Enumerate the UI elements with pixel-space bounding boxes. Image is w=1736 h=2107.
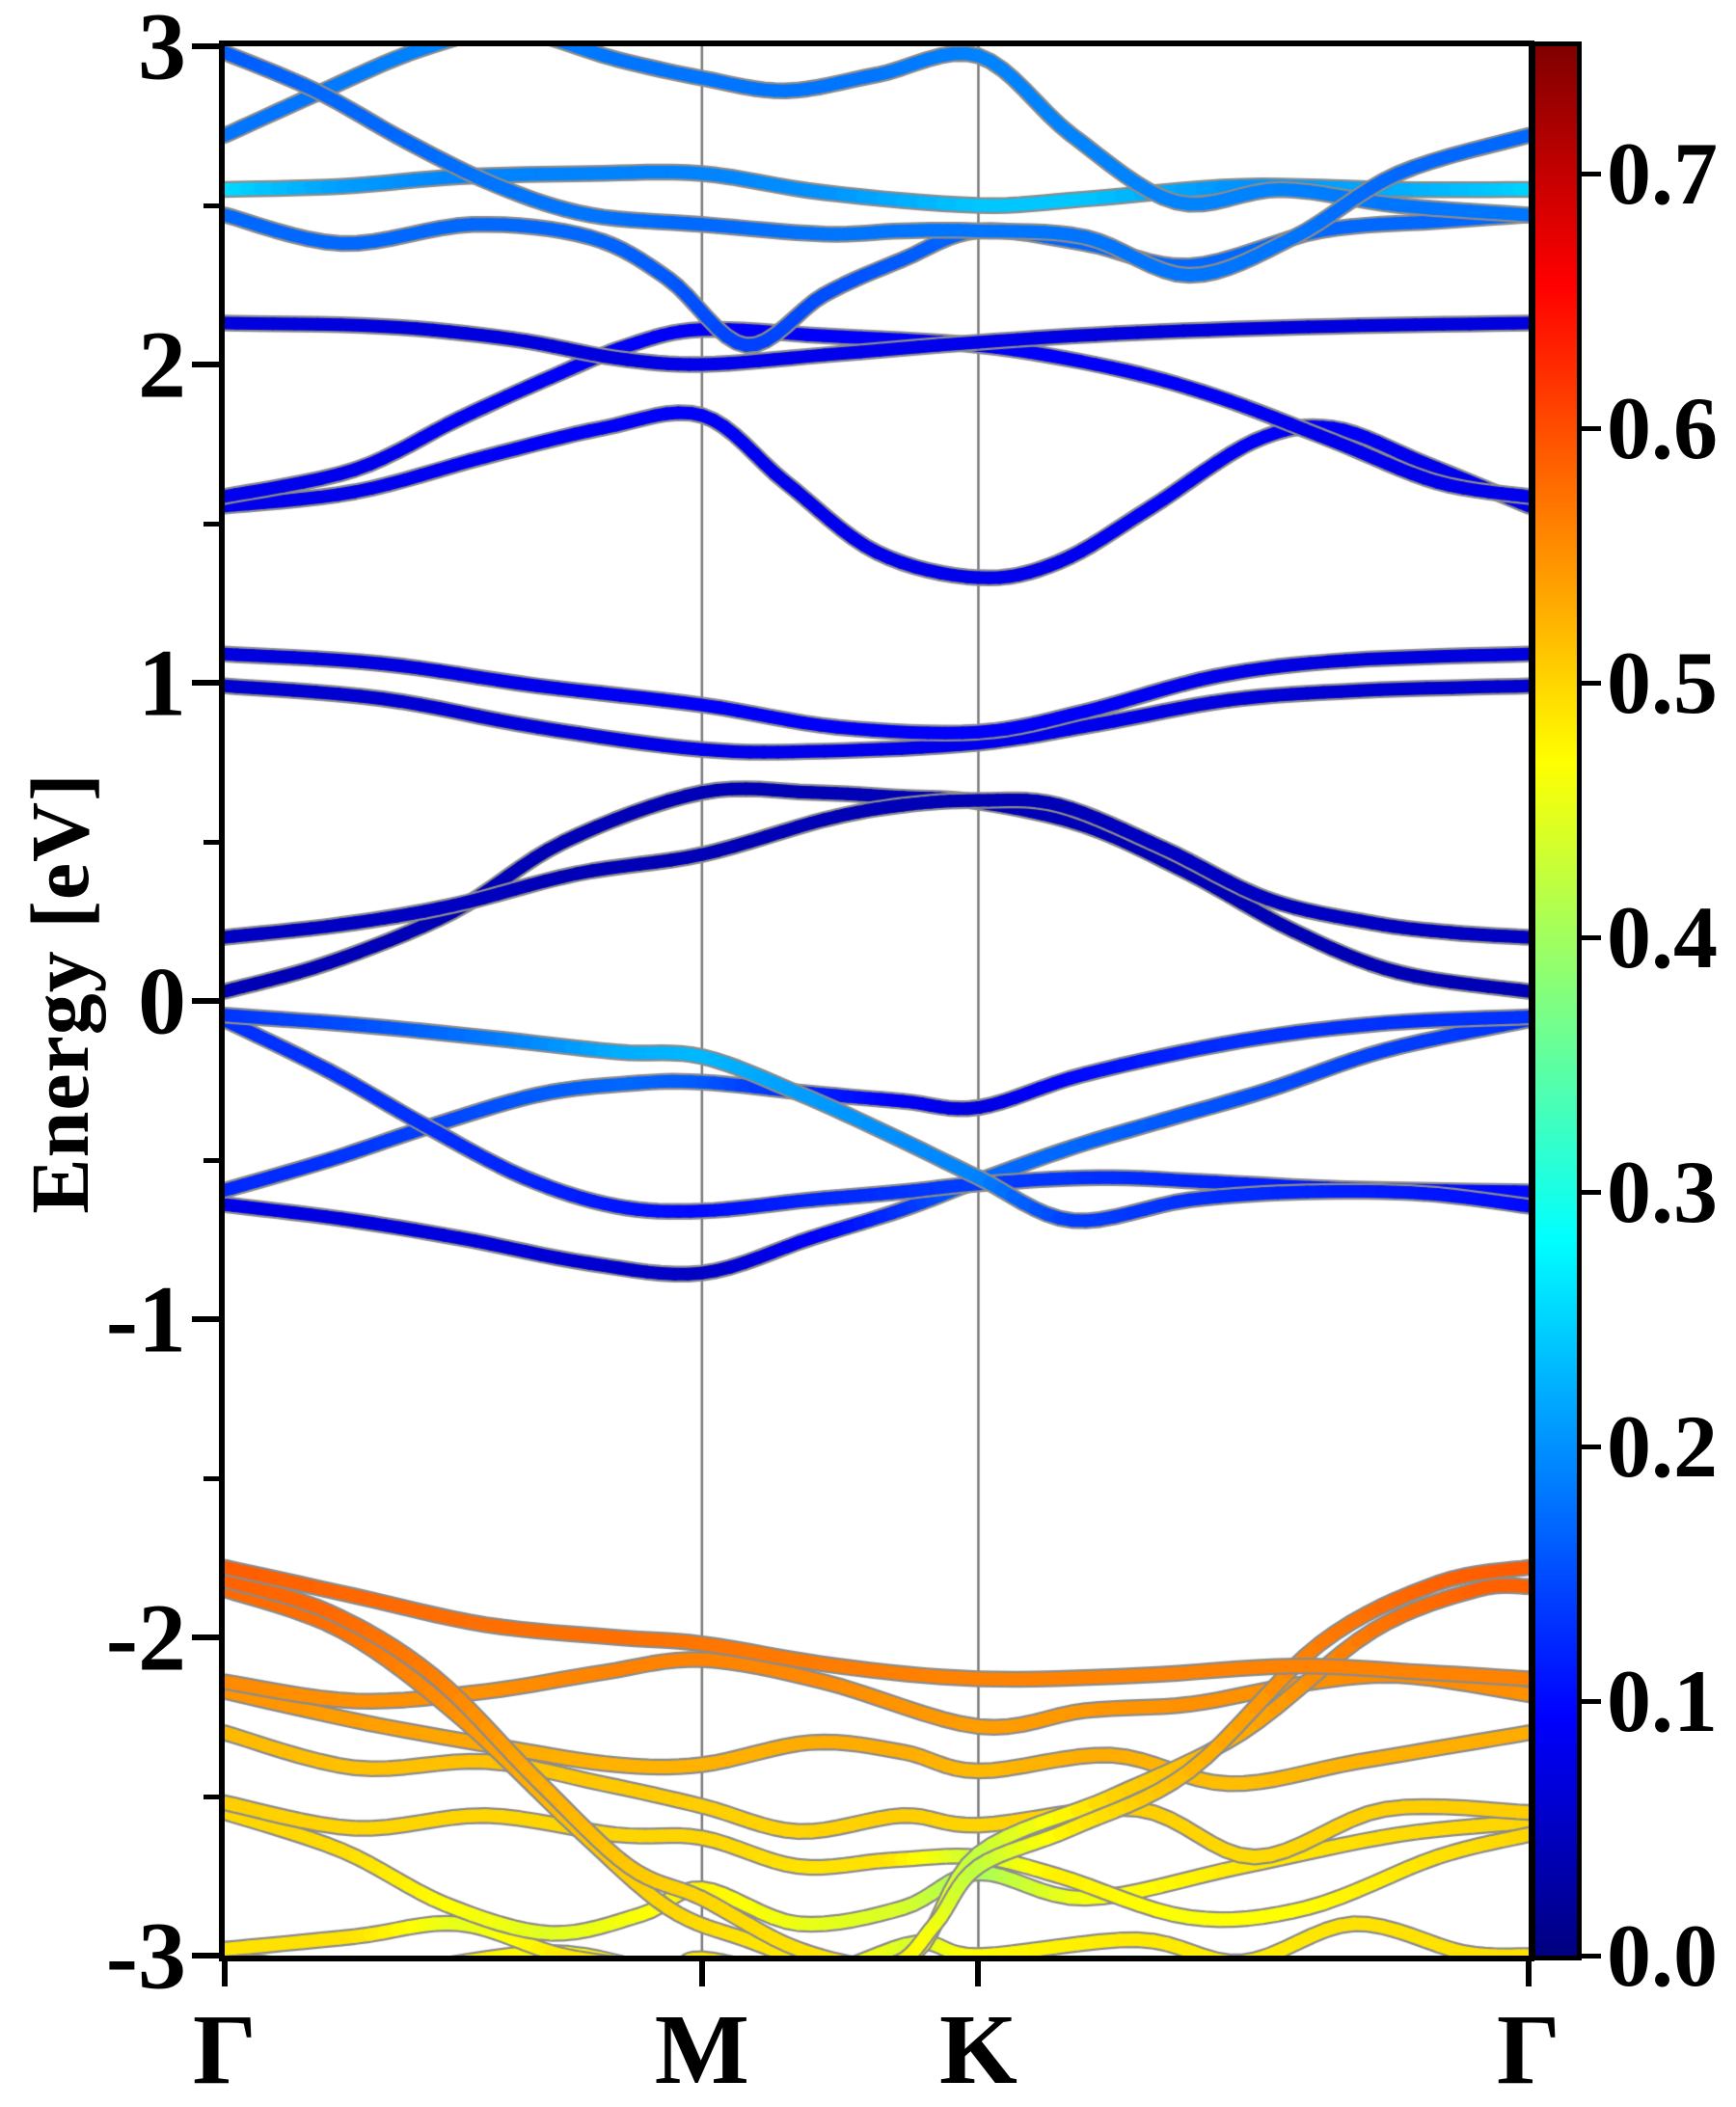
colorbar-tick	[1582, 1953, 1601, 1958]
colorbar-tick	[1582, 171, 1601, 176]
y-axis-minor-tick	[203, 839, 219, 845]
colorbar-tick-label: 0.5	[1607, 634, 1718, 732]
colorbar	[1531, 41, 1582, 1960]
y-axis-minor-tick	[203, 203, 219, 208]
y-axis-minor-tick	[203, 1794, 219, 1799]
colorbar-tick-label: 0.6	[1607, 379, 1718, 477]
colorbar-gradient	[1535, 46, 1577, 1956]
x-axis-tick	[222, 1961, 228, 1986]
y-axis-tick-label: 0	[138, 947, 186, 1055]
y-axis-label: Energy [eV]	[14, 772, 106, 1214]
y-axis-tick-label: -2	[105, 1583, 186, 1691]
plot-frame	[219, 41, 1534, 1961]
y-axis-major-tick	[192, 1634, 219, 1640]
x-axis-tick	[1526, 1961, 1532, 1986]
y-axis-major-tick	[192, 362, 219, 367]
colorbar-tick	[1582, 1189, 1601, 1195]
x-axis-tick	[975, 1961, 982, 1986]
x-axis-tick	[698, 1961, 705, 1986]
y-axis-minor-tick	[203, 1475, 219, 1481]
x-axis-tick-label: Γ	[192, 1994, 258, 2105]
colorbar-tick	[1582, 680, 1601, 686]
y-axis-tick-label: 1	[138, 629, 186, 737]
y-axis-minor-tick	[203, 521, 219, 527]
y-axis-tick-label: 3	[138, 0, 186, 100]
colorbar-tick-label: 0.4	[1607, 888, 1718, 986]
y-axis-major-tick	[192, 43, 219, 49]
x-axis-tick-label: K	[939, 1994, 1017, 2105]
x-axis-tick-label: Γ	[1496, 1994, 1561, 2105]
colorbar-tick	[1582, 425, 1601, 431]
colorbar-tick	[1582, 1444, 1601, 1449]
colorbar-tick	[1582, 934, 1601, 940]
colorbar-tick-label: 0.3	[1607, 1143, 1718, 1241]
y-axis-major-tick	[192, 1953, 219, 1958]
colorbar-tick-label: 0.0	[1607, 1906, 1718, 2005]
band-plot-canvas	[225, 46, 1529, 1956]
colorbar-tick-label: 0.7	[1607, 124, 1718, 223]
colorbar-tick	[1582, 1698, 1601, 1704]
y-axis-tick-label: -3	[105, 1902, 186, 2010]
y-axis-major-tick	[192, 1316, 219, 1322]
y-axis-tick-label: 2	[138, 311, 186, 419]
y-axis-major-tick	[192, 998, 219, 1004]
colorbar-tick-label: 0.1	[1607, 1652, 1718, 1750]
y-axis-tick-label: -1	[105, 1265, 186, 1373]
colorbar-tick-label: 0.2	[1607, 1397, 1718, 1496]
y-axis-minor-tick	[203, 1157, 219, 1163]
y-axis-major-tick	[192, 680, 219, 686]
x-axis-tick-label: M	[654, 1994, 749, 2105]
